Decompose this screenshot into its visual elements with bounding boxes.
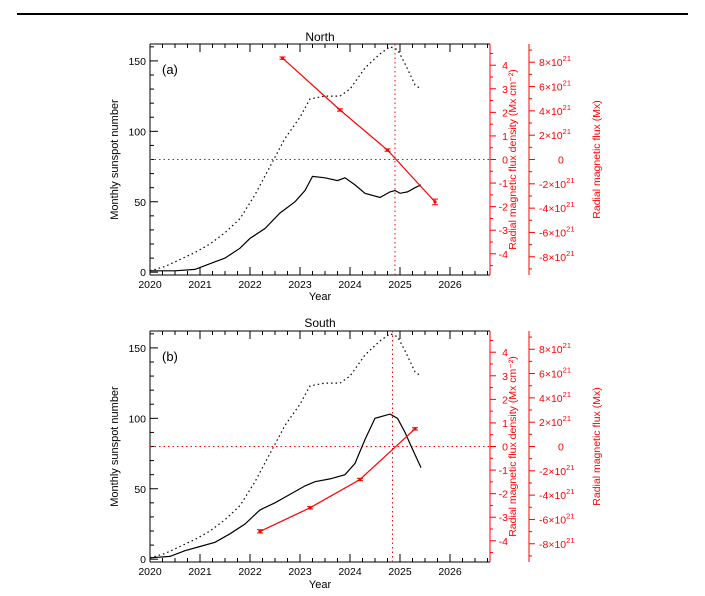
x-axis-title: Year — [309, 291, 332, 303]
flux-data-point — [280, 56, 285, 60]
y3-tick-label: 6×1021 — [539, 79, 571, 94]
y2-axis-title: Radial magnetic flux density (Mx cm⁻²) — [507, 69, 519, 250]
y2-tick-label: 3 — [502, 371, 508, 383]
total-sunspot-line — [149, 46, 422, 272]
x-tick-label: 2025 — [388, 566, 412, 578]
y2-tick-label: 4 — [502, 347, 508, 359]
y2-tick-label: -1 — [499, 178, 508, 190]
panel-label: (a) — [162, 62, 178, 77]
y2-tick-label: 0 — [502, 155, 508, 167]
y3-tick-label: 0 — [558, 155, 564, 167]
y2-tick-label: 2 — [502, 394, 508, 406]
panel-title: North — [305, 30, 334, 44]
x-tick-label: 2022 — [238, 566, 262, 578]
y3-axis-title: Radial magnetic flux (Mx) — [591, 100, 603, 218]
y2-tick-label: -4 — [499, 536, 508, 548]
y2-tick-label: 3 — [502, 84, 508, 96]
y-tick-label: 50 — [134, 484, 146, 496]
panel-south: South (b) 2020 2021 2022 2023 2024 2025 2026 Year… — [109, 316, 603, 591]
flux-data-point — [433, 200, 437, 204]
y2-tick-label: 2 — [502, 107, 508, 119]
x-tick-label: 2026 — [438, 566, 462, 578]
y3-tick-label: 8×1021 — [539, 54, 571, 69]
y-tick-label: 100 — [128, 413, 146, 425]
y3-tick-label: 6×1021 — [539, 366, 571, 381]
y-axis-title: Monthly sunspot number — [109, 386, 121, 507]
y3-tick-label: -6×1021 — [539, 511, 575, 526]
y2-tick-label: 1 — [502, 131, 508, 143]
y3-tick-label: -6×1021 — [539, 224, 575, 239]
x-tick-label: 2025 — [388, 279, 412, 291]
y3-tick-label: -4×1021 — [539, 200, 575, 215]
x-tick-label: 2024 — [338, 279, 362, 291]
y3-tick-label: 2×1021 — [539, 127, 571, 142]
flux-data-point — [258, 529, 262, 533]
hemisphere-sunspot-line — [149, 413, 422, 559]
y2-tick-label: 0 — [502, 442, 508, 454]
flux-data-point — [413, 427, 417, 431]
x-tick-label: 2020 — [138, 279, 162, 291]
y2-tick-label: 4 — [502, 60, 508, 72]
y2-tick-label: -3 — [499, 512, 508, 524]
y3-tick-label: -2×1021 — [539, 463, 575, 478]
panel-north: North (a) 2020 2021 2022 2023 2024 2025 2026 Year… — [109, 30, 603, 303]
y3-tick-label: 4×1021 — [539, 103, 571, 118]
x-axis-title: Year — [309, 579, 332, 591]
flux-density-line — [259, 428, 416, 532]
flux-data-point — [358, 477, 362, 482]
x-tick-label: 2021 — [188, 279, 212, 291]
y-tick-label: 150 — [128, 56, 146, 68]
flux-data-point — [385, 148, 390, 152]
x-tick-label: 2024 — [338, 566, 362, 578]
y-tick-label: 50 — [134, 197, 146, 209]
y-tick-label: 0 — [140, 267, 146, 279]
y-axis-title: Monthly sunspot number — [109, 99, 121, 220]
y3-tick-label: 4×1021 — [539, 390, 571, 405]
y3-tick-label: -4×1021 — [539, 487, 575, 502]
flux-data-point — [338, 108, 342, 112]
y3-axis-title: Radial magnetic flux (Mx) — [591, 387, 603, 505]
x-tick-label: 2020 — [138, 566, 162, 578]
hemisphere-sunspot-line — [150, 175, 422, 272]
y2-tick-label: -1 — [499, 465, 508, 477]
y2-tick-label: -2 — [499, 489, 508, 501]
flux-density-line — [282, 57, 436, 203]
y3-tick-label: -8×1021 — [539, 249, 575, 264]
y2-tick-label: 1 — [502, 418, 508, 430]
y-tick-label: 150 — [128, 343, 146, 355]
flux-data-point — [308, 506, 312, 510]
y3-tick-label: -8×1021 — [539, 536, 575, 551]
y2-tick-label: -3 — [499, 225, 508, 237]
y-tick-label: 100 — [128, 126, 146, 138]
top-rule — [17, 13, 688, 15]
y2-tick-label: -2 — [499, 202, 508, 214]
x-tick-label: 2026 — [438, 279, 462, 291]
panel-label: (b) — [162, 349, 178, 364]
total-sunspot-line — [149, 333, 422, 559]
x-tick-label: 2023 — [288, 279, 312, 291]
panel-title: South — [304, 316, 335, 330]
x-tick-label: 2022 — [238, 279, 262, 291]
y3-tick-label: -2×1021 — [539, 176, 575, 191]
x-tick-label: 2021 — [188, 566, 212, 578]
y3-tick-label: 8×1021 — [539, 341, 571, 356]
y3-tick-label: 2×1021 — [539, 414, 571, 429]
y3-tick-label: 0 — [558, 442, 564, 454]
x-tick-label: 2023 — [288, 566, 312, 578]
y2-axis-title: Radial magnetic flux density (Mx cm⁻²) — [507, 356, 519, 537]
y-tick-label: 0 — [140, 554, 146, 566]
y2-tick-label: -4 — [499, 249, 508, 261]
